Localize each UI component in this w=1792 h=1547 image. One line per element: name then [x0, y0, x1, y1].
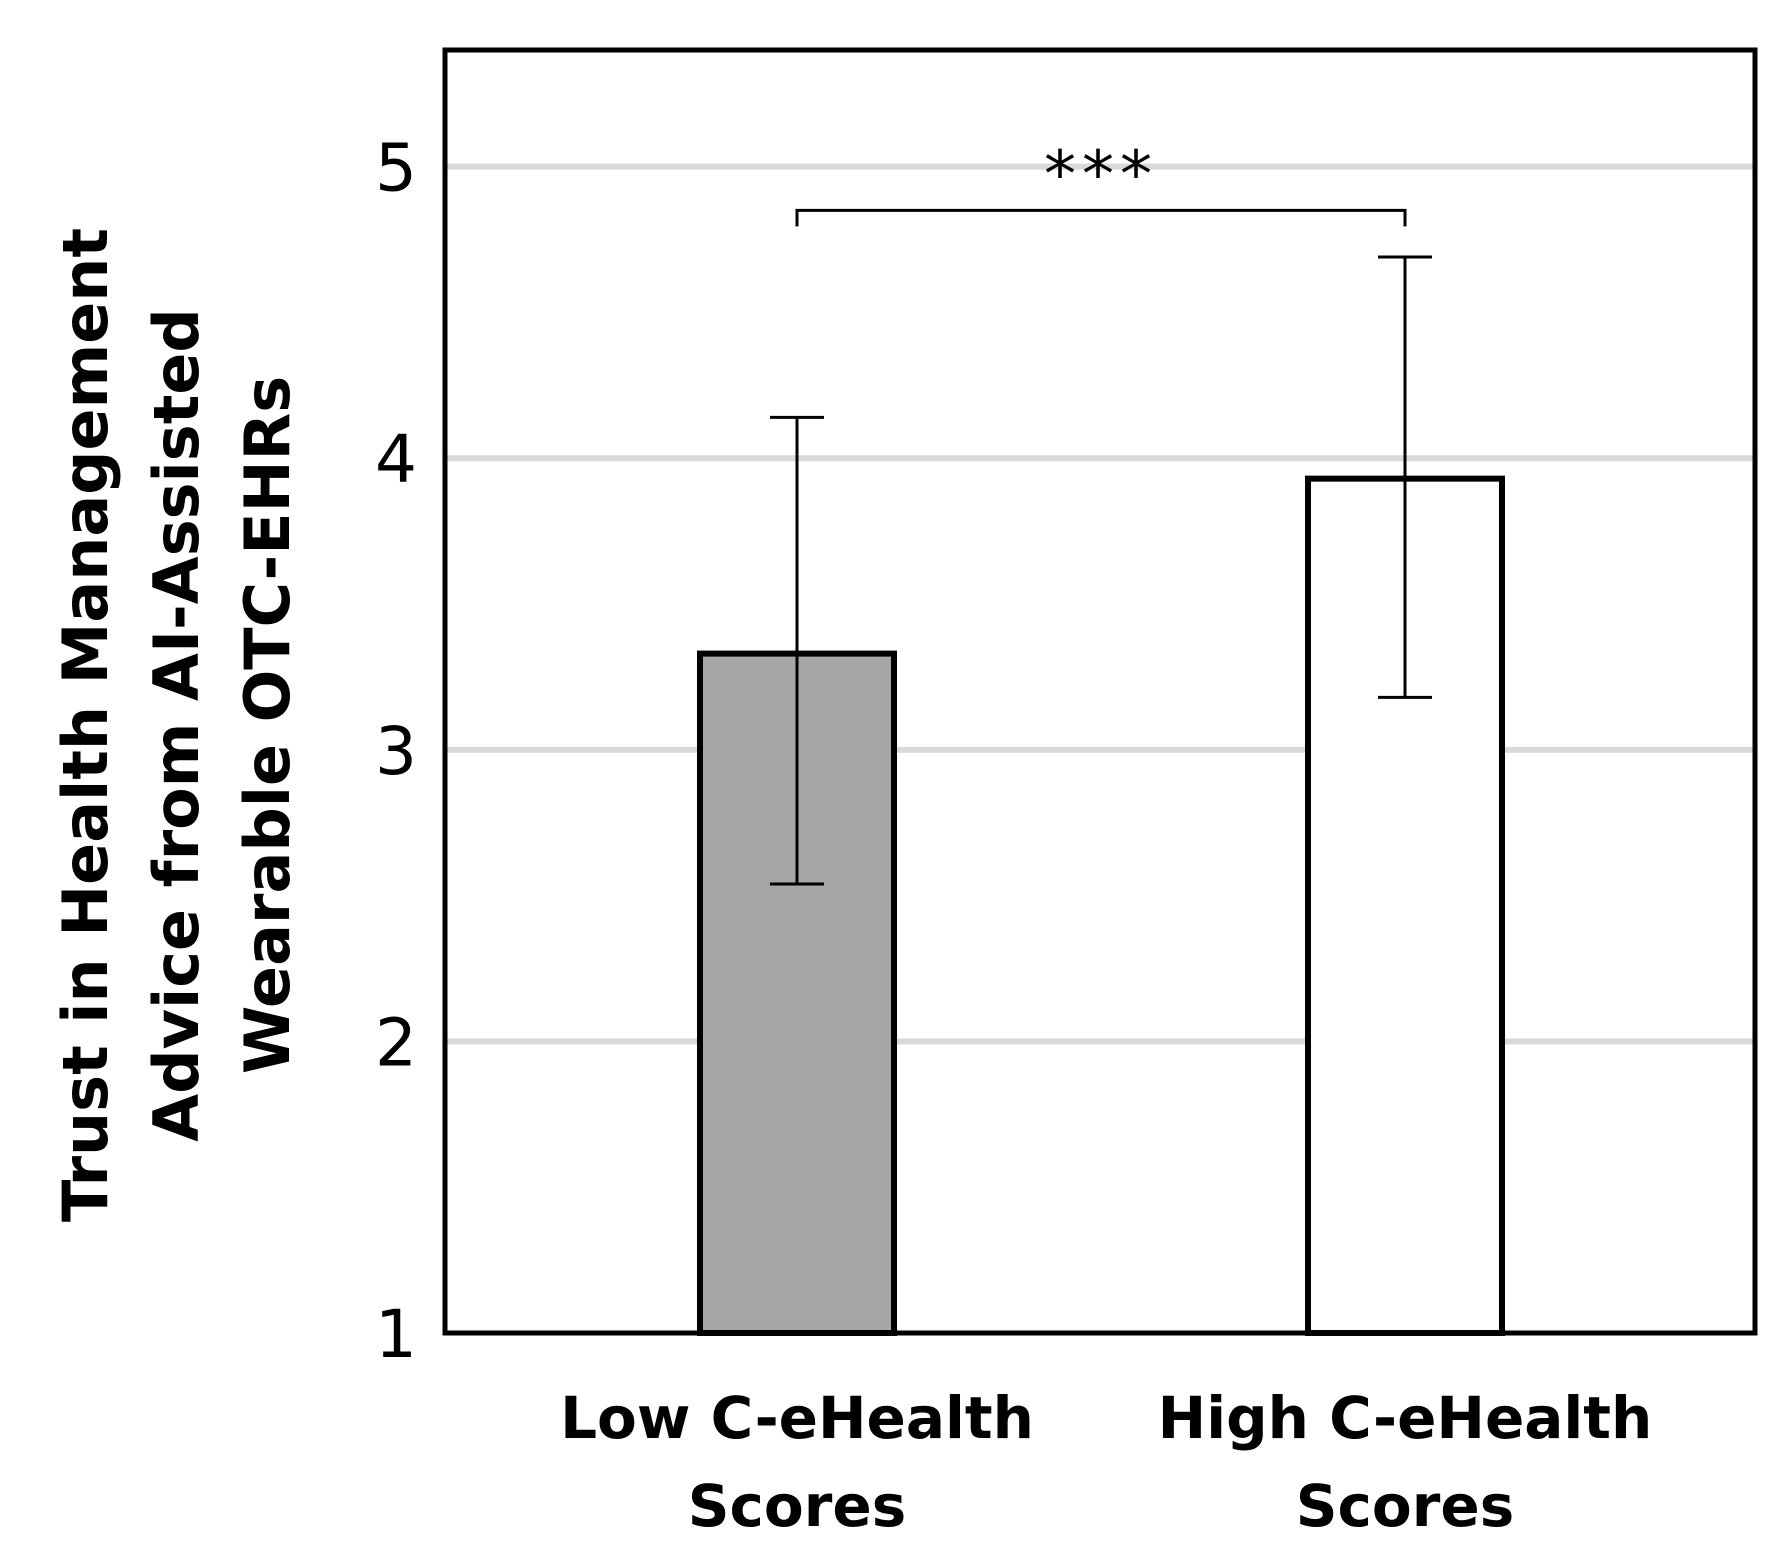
error-bars	[770, 255, 1432, 886]
x-tick-label-line: Scores	[1296, 1472, 1514, 1540]
significance-bracket	[795, 208, 1407, 227]
y-tick-label: 1	[375, 1296, 417, 1373]
y-tick-label: 5	[375, 130, 417, 207]
y-axis-label-line-1: Trust in Health Management	[49, 228, 122, 1222]
y-axis-label-line-3: Wearable OTC-EHRs	[231, 376, 304, 1074]
x-tick-label-line: Scores	[688, 1472, 906, 1540]
significance-annotation: ***	[795, 138, 1407, 227]
y-tick-label: 4	[375, 421, 417, 498]
x-axis-labels: Low C-eHealth Scores High C-eHealth Scores	[560, 1384, 1652, 1540]
x-tick-label-line: High C-eHealth	[1158, 1384, 1653, 1452]
y-tick-label: 2	[375, 1004, 417, 1081]
x-tick-label: Low C-eHealth Scores	[560, 1384, 1034, 1540]
y-axis-label-line-2: Advice from AI-Assisted	[140, 308, 213, 1142]
y-tick-label: 3	[375, 713, 417, 790]
y-axis-ticks: 1 2 3 4 5	[375, 130, 417, 1373]
x-tick-label: High C-eHealth Scores	[1158, 1384, 1653, 1540]
x-tick-label-line: Low C-eHealth	[560, 1384, 1034, 1452]
plot-frame	[442, 47, 1758, 1336]
gridlines	[445, 163, 1755, 1045]
bars	[697, 475, 1505, 1337]
y-axis-label: Trust in Health Management Advice from A…	[49, 228, 304, 1222]
significance-label: ***	[1044, 138, 1158, 212]
